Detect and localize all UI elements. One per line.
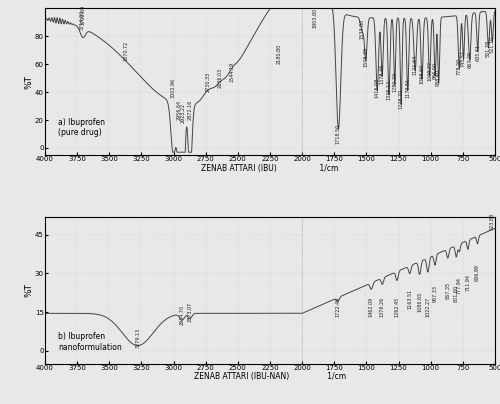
Text: 2544.19: 2544.19	[230, 62, 234, 82]
Text: 2180.80: 2180.80	[276, 44, 281, 64]
Text: 3279.13: 3279.13	[135, 328, 140, 348]
Text: 1533.80: 1533.80	[360, 19, 364, 39]
Text: 778.20: 778.20	[457, 58, 462, 75]
Text: 2873.07: 2873.07	[188, 302, 192, 322]
Text: 1280.20: 1280.20	[392, 72, 397, 92]
Text: 2872.16: 2872.16	[188, 100, 192, 120]
Text: 777.94: 777.94	[457, 277, 462, 294]
Text: 2730.33: 2730.33	[206, 72, 211, 92]
Text: 745.51: 745.51	[461, 50, 466, 67]
Text: 551.78: 551.78	[486, 40, 491, 57]
Text: 1228.70: 1228.70	[398, 88, 404, 109]
Text: 801.60: 801.60	[454, 285, 459, 302]
Text: 1086.65: 1086.65	[417, 292, 422, 312]
Text: 3714.06: 3714.06	[80, 10, 84, 30]
Text: 1163.51: 1163.51	[408, 289, 412, 309]
Text: 1505.49: 1505.49	[364, 47, 368, 67]
Text: 3370.72: 3370.72	[124, 41, 128, 61]
Y-axis label: %T: %T	[24, 74, 33, 88]
Text: 2636.03: 2636.03	[218, 67, 223, 88]
Text: 667.29: 667.29	[467, 51, 472, 68]
Text: 867.35: 867.35	[446, 282, 450, 299]
Text: 1718.50: 1718.50	[336, 124, 341, 144]
Text: 1009.77: 1009.77	[427, 61, 432, 81]
Text: 2956.64: 2956.64	[176, 100, 182, 120]
Text: 938.40: 938.40	[436, 69, 441, 86]
Text: 523.88: 523.88	[490, 213, 494, 229]
Text: 1722.49: 1722.49	[336, 297, 340, 317]
Text: 1022.27: 1022.27	[426, 297, 430, 317]
Text: 711.94: 711.94	[466, 274, 470, 291]
Text: a) Ibuprofen
(pure drug): a) Ibuprofen (pure drug)	[58, 118, 106, 137]
Text: 967.33: 967.33	[432, 285, 438, 302]
Y-axis label: %T: %T	[24, 283, 33, 297]
Text: 1903.80: 1903.80	[312, 8, 317, 27]
Text: 1121.64: 1121.64	[412, 55, 418, 75]
Text: 636.99: 636.99	[475, 264, 480, 281]
Text: 1462.09: 1462.09	[369, 297, 374, 317]
Text: 1179.51: 1179.51	[405, 78, 410, 98]
Text: 521.10: 521.10	[490, 36, 495, 53]
Text: b) Ibuprofen
nanoformulation: b) Ibuprofen nanoformulation	[58, 332, 122, 352]
Text: 1325.12: 1325.12	[386, 80, 392, 101]
Text: 635.61: 635.61	[475, 44, 480, 61]
Text: 3700.69: 3700.69	[81, 5, 86, 25]
Text: 1262.45: 1262.45	[394, 297, 400, 317]
X-axis label: ZENAB ATTARI (IBU-NAN)                1/cm: ZENAB ATTARI (IBU-NAN) 1/cm	[194, 372, 346, 381]
X-axis label: ZENAB ATTARI (IBU)                  1/cm: ZENAB ATTARI (IBU) 1/cm	[202, 164, 338, 173]
Text: 1378.46: 1378.46	[380, 63, 384, 84]
Text: 1068.60: 1068.60	[420, 63, 424, 84]
Text: 2923.22: 2923.22	[181, 103, 186, 123]
Text: 966.00: 966.00	[432, 63, 438, 80]
Text: 1416.08: 1416.08	[374, 78, 380, 98]
Text: 1376.26: 1376.26	[380, 297, 385, 317]
Text: 2934.70: 2934.70	[180, 305, 184, 325]
Text: 3002.96: 3002.96	[171, 78, 176, 98]
